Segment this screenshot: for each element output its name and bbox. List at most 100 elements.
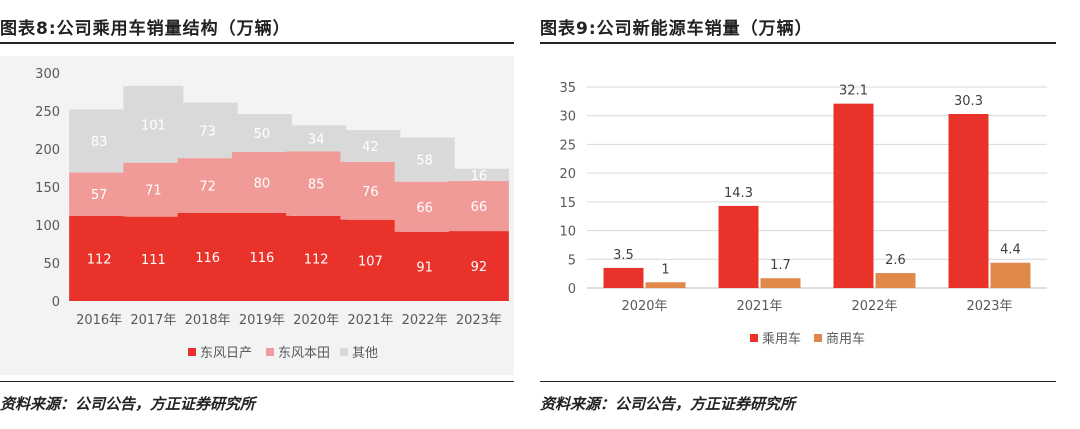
y-tick-label: 150 (35, 181, 60, 196)
data-label: 32.1 (839, 84, 868, 99)
left-stacked-bar-chart: 0 50 100 150 200 250 300 112 57 83 2016年 111 71 101 20… (35, 67, 509, 361)
y-tick-label: 300 (35, 67, 60, 82)
legend-swatch (814, 334, 822, 342)
bar-segment-1 (394, 181, 455, 232)
y-tick-label: 0 (568, 282, 576, 297)
bar-0 (833, 103, 874, 288)
y-tick-label: 30 (559, 110, 576, 125)
data-label: 85 (308, 178, 325, 193)
data-label: 57 (91, 188, 108, 203)
data-label: 66 (416, 201, 433, 216)
data-label: 3.5 (613, 248, 634, 263)
y-tick-label: 0 (52, 295, 60, 310)
bar-0 (948, 113, 989, 289)
left-figure-title: 图表8:公司乘用车销量结构（万辆） (0, 19, 291, 39)
data-label: 1.7 (770, 258, 791, 273)
data-label: 42 (362, 140, 379, 155)
x-tick-label: 2021年 (347, 313, 393, 328)
x-tick-label: 2018年 (185, 313, 231, 328)
x-tick-label: 2017年 (130, 313, 176, 328)
legend-label: 东风日产 (200, 346, 252, 361)
y-tick-label: 25 (559, 138, 576, 153)
data-label: 112 (304, 252, 329, 267)
legend-label: 东风本田 (278, 346, 330, 361)
bar-segment-1 (123, 162, 184, 217)
data-label: 58 (416, 154, 433, 169)
y-tick-label: 20 (559, 167, 576, 182)
bar-segment-1 (286, 151, 347, 216)
y-tick-label: 10 (559, 225, 576, 240)
bar-1 (875, 273, 916, 288)
bar-1 (760, 278, 801, 288)
legend-swatch (340, 348, 348, 356)
y-tick-label: 100 (35, 219, 60, 234)
data-label: 72 (199, 179, 216, 194)
left-source-rule (0, 381, 514, 382)
right-grouped-bar-chart: 0 5 10 15 20 25 30 35 3.5 1 2020年 14.3 1.7 2021年 32.1 2… (559, 81, 1047, 347)
right-figure-title: 图表9:公司新能源车销量（万辆） (540, 19, 813, 39)
bar-segment-1 (340, 161, 401, 220)
bar-segment-2 (231, 114, 292, 153)
data-label: 80 (254, 176, 271, 191)
left-title-rule (0, 42, 514, 44)
right-panel: 图表9:公司新能源车销量（万辆） 0 5 10 15 20 25 30 35 3.5 1 2020年… (540, 0, 1080, 429)
data-label: 4.4 (1000, 243, 1021, 258)
data-label: 107 (358, 254, 383, 269)
data-label: 2.6 (885, 253, 906, 268)
y-tick-label: 15 (559, 196, 576, 211)
y-tick-label: 50 (43, 257, 60, 272)
right-source-rule (540, 381, 1056, 382)
bar-segment-1 (69, 172, 130, 216)
bar-0 (718, 205, 759, 288)
legend-label: 乘用车 (762, 331, 801, 347)
data-label: 34 (308, 132, 325, 147)
y-tick-label: 250 (35, 105, 60, 120)
right-title-rule (540, 42, 1056, 44)
y-tick-label: 200 (35, 143, 60, 158)
data-label: 73 (199, 124, 216, 139)
bar-segment-0 (123, 216, 184, 301)
right-source-note: 资料来源：公司公告，方正证券研究所 (540, 395, 796, 413)
x-tick-label: 2021年 (736, 299, 782, 314)
bar-1 (990, 262, 1031, 288)
data-label: 71 (145, 184, 162, 199)
x-tick-label: 2022年 (402, 313, 448, 328)
x-tick-label: 2020年 (621, 299, 667, 314)
bar-segment-2 (286, 125, 347, 152)
x-tick-label: 2022年 (851, 299, 897, 314)
data-label: 66 (471, 200, 488, 215)
bar-segment-2 (340, 130, 401, 162)
bar-segment-0 (69, 215, 130, 301)
data-label: 116 (195, 251, 220, 266)
bar-segment-1 (177, 158, 238, 213)
x-tick-label: 2023年 (456, 313, 502, 328)
x-tick-label: 2016年 (76, 313, 122, 328)
data-label: 116 (249, 251, 274, 266)
bar-segment-0 (340, 219, 401, 301)
y-tick-label: 35 (559, 81, 576, 96)
data-label: 76 (362, 185, 379, 200)
legend-label: 商用车 (826, 331, 865, 347)
data-label: 1 (661, 262, 669, 277)
x-tick-label: 2020年 (293, 313, 339, 328)
legend-swatch (266, 348, 274, 356)
x-tick-label: 2019年 (239, 313, 285, 328)
bar-segment-0 (177, 212, 238, 301)
bar-segment-2 (69, 109, 130, 173)
data-label: 30.3 (954, 94, 983, 109)
left-panel: 图表8:公司乘用车销量结构（万辆） 0 50 100 150 200 250 300 112 5… (0, 19, 514, 413)
bar-segment-2 (123, 85, 184, 163)
bar-1 (645, 282, 686, 288)
bar-segment-0 (231, 212, 292, 301)
legend-swatch (750, 334, 758, 342)
data-label: 91 (416, 260, 433, 275)
left-source-note: 资料来源：公司公告，方正证券研究所 (0, 395, 256, 413)
bar-segment-2 (394, 137, 455, 182)
bar-segment-1 (448, 180, 509, 232)
bar-segment-0 (394, 231, 455, 301)
data-label: 111 (141, 253, 166, 268)
data-label: 83 (91, 135, 108, 150)
bar-segment-1 (231, 152, 292, 213)
x-tick-label: 2023年 (966, 299, 1012, 314)
y-tick-label: 5 (568, 253, 576, 268)
